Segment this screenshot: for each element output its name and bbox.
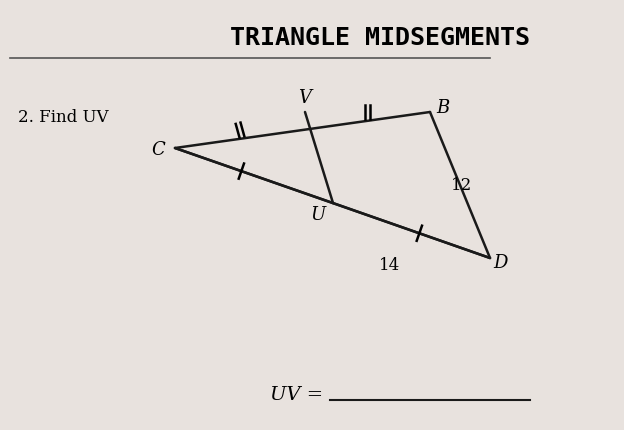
Text: B: B xyxy=(436,99,450,117)
Text: 12: 12 xyxy=(451,176,472,194)
Text: D: D xyxy=(493,254,507,272)
Text: TRIANGLE MIDSEGMENTS: TRIANGLE MIDSEGMENTS xyxy=(230,26,530,50)
Text: C: C xyxy=(151,141,165,159)
Text: UV =: UV = xyxy=(270,386,323,404)
Text: 14: 14 xyxy=(379,257,401,273)
Text: U: U xyxy=(310,206,326,224)
Text: 2. Find UV: 2. Find UV xyxy=(18,110,109,126)
Text: V: V xyxy=(298,89,311,107)
